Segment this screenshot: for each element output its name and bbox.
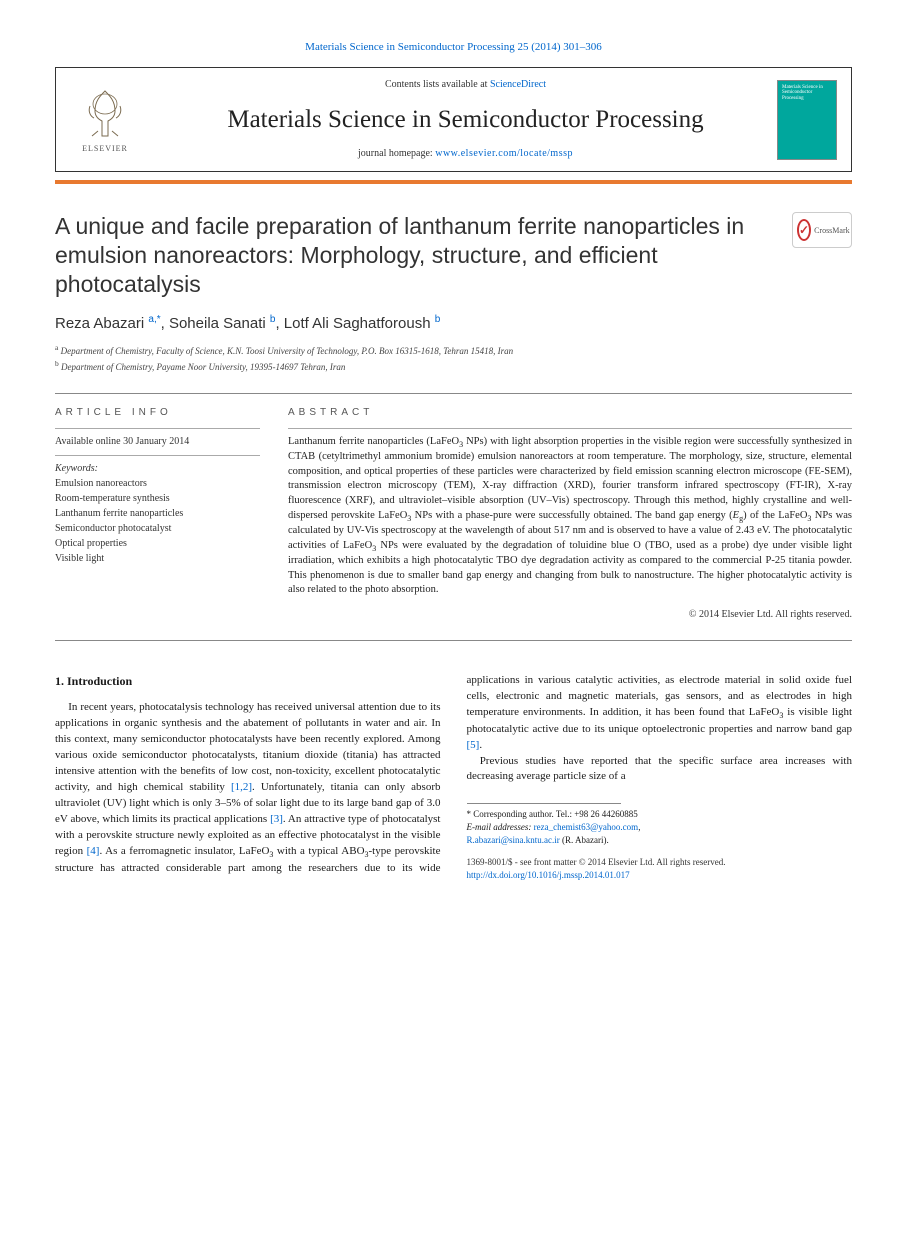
affiliation-a: a Department of Chemistry, Faculty of Sc… — [55, 342, 852, 359]
elsevier-logo: ELSEVIER — [70, 80, 140, 160]
keyword: Visible light — [55, 551, 260, 566]
abstract-heading: ABSTRACT — [288, 406, 852, 420]
corresponding-author-line: * Corresponding author. Tel.: +98 26 442… — [467, 808, 853, 821]
introduction-heading: 1. Introduction — [55, 673, 441, 690]
journal-homepage-line: journal homepage: www.elsevier.com/locat… — [154, 147, 777, 161]
doi-link[interactable]: http://dx.doi.org/10.1016/j.mssp.2014.01… — [467, 870, 630, 880]
affiliations: a Department of Chemistry, Faculty of Sc… — [55, 342, 852, 375]
journal-name: Materials Science in Semiconductor Proce… — [154, 102, 777, 137]
email-line: E-mail addresses: reza_chemist63@yahoo.c… — [467, 821, 853, 834]
keyword: Emulsion nanoreactors — [55, 476, 260, 491]
article-info-heading: ARTICLE INFO — [55, 406, 260, 420]
article-title: A unique and facile preparation of lanth… — [55, 212, 792, 298]
bottom-meta: 1369-8001/$ - see front matter © 2014 El… — [467, 856, 853, 881]
keyword: Optical properties — [55, 536, 260, 551]
sciencedirect-link[interactable]: ScienceDirect — [490, 79, 546, 90]
cover-thumb-text: Materials Science in Semiconductor Proce… — [782, 85, 832, 102]
thin-divider — [288, 428, 852, 429]
header-center: Contents lists available at ScienceDirec… — [154, 78, 777, 161]
keywords-label: Keywords: — [55, 462, 260, 476]
body-two-column: 1. Introduction In recent years, photoca… — [55, 673, 852, 881]
article-info-column: ARTICLE INFO Available online 30 January… — [55, 406, 260, 622]
crossmark-badge[interactable]: ✓ CrossMark — [792, 212, 852, 248]
footnote-block: * Corresponding author. Tel.: +98 26 442… — [467, 803, 853, 846]
author-list: Reza Abazari a,*, Soheila Sanati b, Lotf… — [55, 313, 852, 334]
contents-prefix: Contents lists available at — [385, 79, 490, 90]
affiliation-b: b Department of Chemistry, Payame Noor U… — [55, 358, 852, 375]
crossmark-icon: ✓ — [797, 219, 811, 241]
keyword: Lanthanum ferrite nanoparticles — [55, 506, 260, 521]
abstract-copyright: © 2014 Elsevier Ltd. All rights reserved… — [288, 608, 852, 622]
issn-line: 1369-8001/$ - see front matter © 2014 El… — [467, 856, 853, 869]
thin-divider — [55, 455, 260, 456]
contents-available-line: Contents lists available at ScienceDirec… — [154, 78, 777, 92]
journal-citation: Materials Science in Semiconductor Proce… — [55, 40, 852, 55]
body-paragraph-2: Previous studies have reported that the … — [467, 754, 853, 786]
orange-divider-bar — [55, 180, 852, 184]
journal-cover-thumbnail: Materials Science in Semiconductor Proce… — [777, 80, 837, 160]
section-divider — [55, 640, 852, 641]
section-divider — [55, 393, 852, 394]
author-email-1[interactable]: reza_chemist63@yahoo.com — [534, 822, 639, 832]
crossmark-label: CrossMark — [814, 225, 850, 236]
thin-divider — [55, 428, 260, 429]
journal-header: ELSEVIER Contents lists available at Sci… — [55, 67, 852, 172]
elsevier-logo-text: ELSEVIER — [82, 143, 128, 154]
author-email-2[interactable]: R.abazari@sina.kntu.ac.ir — [467, 835, 560, 845]
elsevier-tree-icon — [80, 86, 130, 141]
journal-homepage-link[interactable]: www.elsevier.com/locate/mssp — [435, 148, 573, 159]
email-line-2: R.abazari@sina.kntu.ac.ir (R. Abazari). — [467, 834, 853, 847]
footnote-divider — [467, 803, 621, 804]
available-online-date: Available online 30 January 2014 — [55, 435, 260, 449]
keyword: Room-temperature synthesis — [55, 491, 260, 506]
abstract-column: ABSTRACT Lanthanum ferrite nanoparticles… — [288, 406, 852, 622]
keyword: Semiconductor photocatalyst — [55, 521, 260, 536]
abstract-text: Lanthanum ferrite nanoparticles (LaFeO3 … — [288, 435, 852, 598]
homepage-prefix: journal homepage: — [358, 148, 435, 159]
